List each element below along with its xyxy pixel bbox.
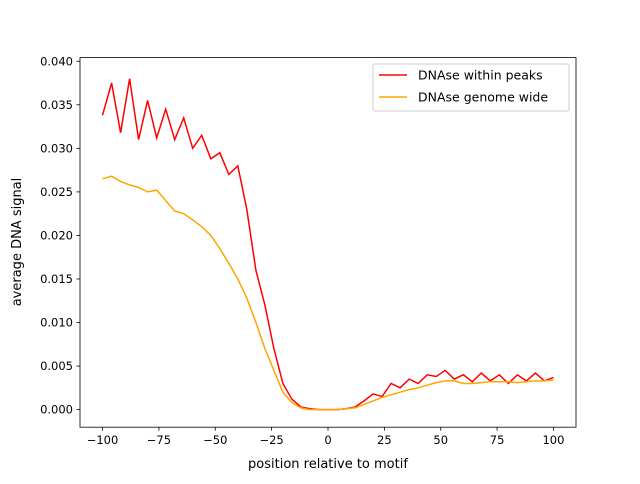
x-tick-label: 0 — [324, 433, 331, 447]
series-line-0 — [101, 78, 554, 411]
y-tick-label: 0.000 — [40, 403, 73, 417]
x-tick-label: −100 — [87, 433, 119, 447]
x-tick-label: −75 — [147, 433, 171, 447]
x-axis-label: position relative to motif — [248, 457, 408, 472]
y-tick-label: 0.020 — [40, 228, 73, 242]
y-tick-label: 0.040 — [40, 54, 73, 68]
x-tick-label: 100 — [542, 433, 564, 447]
legend-frame — [372, 63, 570, 112]
legend: DNAse within peaks DNAse genome wide — [372, 63, 570, 112]
x-tick-label: 75 — [490, 433, 505, 447]
y-tick-label: 0.025 — [40, 185, 73, 199]
y-tick-label: 0.005 — [40, 359, 73, 373]
x-tick-label: 25 — [377, 433, 392, 447]
x-tick-label: 50 — [433, 433, 448, 447]
y-tick-label: 0.015 — [40, 272, 73, 286]
x-tick-label: −50 — [203, 433, 227, 447]
y-tick-label: 0.030 — [40, 141, 73, 155]
y-tick-label: 0.010 — [40, 316, 73, 330]
legend-label-genome: DNAse genome wide — [418, 90, 548, 105]
y-tick-label: 0.035 — [40, 98, 73, 112]
plot-frame — [79, 57, 577, 428]
y-axis-label: average DNA signal — [10, 178, 25, 307]
series-line-1 — [102, 175, 554, 411]
legend-label-peaks: DNAse within peaks — [418, 68, 543, 83]
x-tick-label: −25 — [259, 433, 283, 447]
